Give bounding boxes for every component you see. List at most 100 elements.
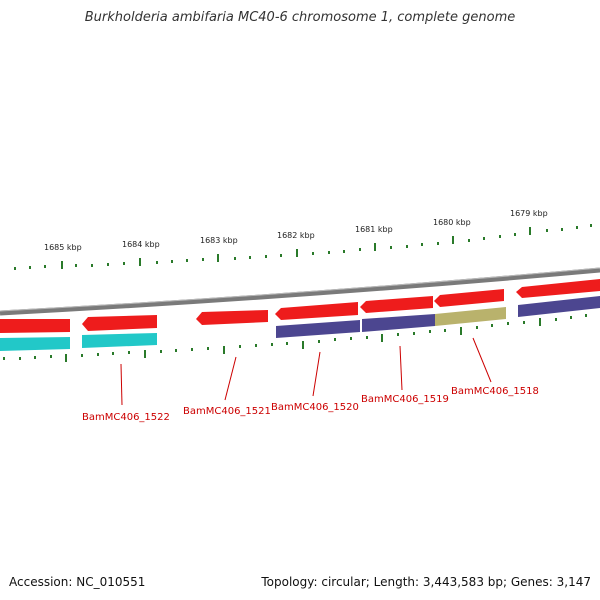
minor-tick — [397, 333, 399, 336]
minor-tick — [390, 246, 392, 249]
minor-tick — [29, 266, 31, 269]
minor-tick — [50, 355, 52, 358]
kbp-label: 1684 kbp — [122, 240, 160, 249]
minor-tick — [555, 318, 557, 321]
gene-label[interactable]: BamMC406_1518 — [451, 386, 539, 397]
feature-block — [0, 337, 70, 351]
feature-block — [518, 296, 600, 317]
minor-tick — [318, 340, 320, 343]
major-tick — [374, 243, 376, 251]
gene-arrow — [196, 310, 268, 325]
minor-tick — [271, 343, 273, 346]
minor-tick — [328, 251, 330, 254]
minor-tick — [107, 263, 109, 266]
minor-tick — [97, 353, 99, 356]
major-tick — [302, 341, 304, 349]
minor-tick — [561, 228, 563, 231]
minor-tick — [186, 259, 188, 262]
major-tick — [217, 254, 219, 262]
gene-label[interactable]: BamMC406_1519 — [361, 394, 449, 405]
accession-text: Accession: NC_010551 — [9, 575, 146, 589]
minor-tick — [14, 267, 16, 270]
minor-tick — [202, 258, 204, 261]
minor-tick — [476, 326, 478, 329]
gene-arrow — [360, 296, 433, 313]
gene-label[interactable]: BamMC406_1520 — [271, 402, 359, 413]
minor-tick — [312, 252, 314, 255]
major-tick — [139, 258, 141, 266]
minor-tick — [123, 262, 125, 265]
kbp-label: 1685 kbp — [44, 243, 82, 252]
gene-label[interactable]: BamMC406_1521 — [183, 406, 271, 417]
leader-line — [399, 345, 403, 391]
minor-tick — [570, 316, 572, 319]
minor-tick — [175, 349, 177, 352]
kbp-label: 1682 kbp — [277, 231, 315, 240]
major-tick — [223, 346, 225, 354]
minor-tick — [34, 356, 36, 359]
leader-line — [120, 363, 123, 406]
minor-tick — [255, 344, 257, 347]
minor-tick — [421, 243, 423, 246]
outer-tick-ring — [14, 224, 592, 270]
minor-tick — [444, 329, 446, 332]
minor-tick — [359, 248, 361, 251]
feature-block — [276, 320, 360, 338]
gene-arrow — [434, 289, 504, 307]
minor-tick — [491, 324, 493, 327]
genome-summary: Topology: circular; Length: 3,443,583 bp… — [261, 575, 591, 589]
minor-tick — [286, 342, 288, 345]
minor-tick — [468, 239, 470, 242]
minor-tick — [576, 226, 578, 229]
backbone-highlight — [0, 267, 600, 312]
page-title: Burkholderia ambifaria MC40-6 chromosome… — [84, 10, 516, 25]
minor-tick — [343, 250, 345, 253]
label-leader-lines — [120, 337, 492, 406]
minor-tick — [546, 229, 548, 232]
minor-tick — [366, 336, 368, 339]
feature-block — [435, 307, 506, 326]
minor-tick — [429, 330, 431, 333]
major-tick — [61, 261, 63, 269]
minor-tick — [437, 242, 439, 245]
minor-tick — [81, 354, 83, 357]
feature-block — [82, 333, 157, 348]
gene-arrow — [82, 315, 157, 331]
kbp-label: 1683 kbp — [200, 236, 238, 245]
gene-arrow — [516, 279, 600, 298]
kbp-label: 1681 kbp — [355, 225, 393, 234]
leader-line — [472, 337, 492, 383]
minor-tick — [112, 352, 114, 355]
minor-tick — [585, 314, 587, 317]
minor-tick — [19, 357, 21, 360]
major-tick — [144, 350, 146, 358]
minor-tick — [280, 254, 282, 257]
red-gene-track — [0, 279, 600, 333]
minor-tick — [234, 257, 236, 260]
major-tick — [460, 327, 462, 335]
gene-arrow — [275, 302, 358, 320]
minor-tick — [128, 351, 130, 354]
minor-tick — [590, 224, 592, 227]
leader-line — [312, 351, 321, 397]
feature-track — [0, 296, 600, 351]
feature-block — [362, 314, 435, 332]
minor-tick — [191, 348, 193, 351]
kbp-label: 1679 kbp — [510, 209, 548, 218]
minor-tick — [239, 345, 241, 348]
major-tick — [452, 236, 454, 244]
leader-line — [224, 356, 237, 401]
major-tick — [65, 354, 67, 362]
major-tick — [296, 249, 298, 257]
gene-arrow — [0, 319, 70, 333]
minor-tick — [334, 338, 336, 341]
minor-tick — [171, 260, 173, 263]
inner-tick-ring — [3, 314, 587, 362]
minor-tick — [483, 237, 485, 240]
gene-label[interactable]: BamMC406_1522 — [82, 412, 170, 423]
minor-tick — [507, 322, 509, 325]
minor-tick — [207, 347, 209, 350]
kbp-labels: 1685 kbp 1684 kbp 1683 kbp 1682 kbp 1681… — [44, 209, 548, 252]
minor-tick — [350, 337, 352, 340]
